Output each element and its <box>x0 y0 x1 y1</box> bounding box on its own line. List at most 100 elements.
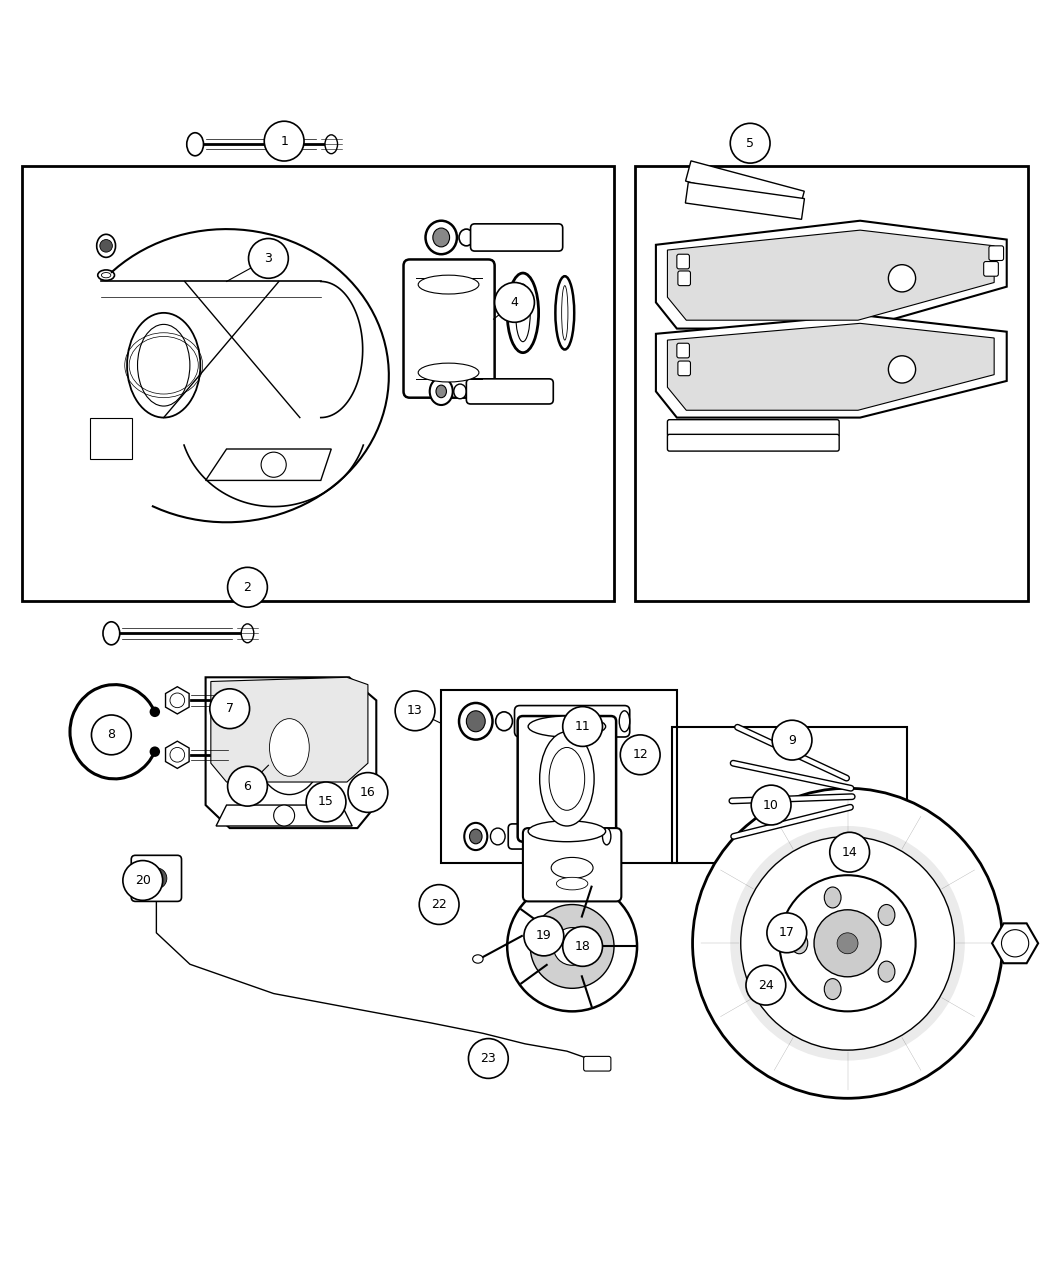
Circle shape <box>100 240 112 252</box>
Circle shape <box>779 875 916 1011</box>
Ellipse shape <box>464 822 487 850</box>
Circle shape <box>746 965 785 1005</box>
Circle shape <box>837 933 858 954</box>
Circle shape <box>123 861 163 900</box>
Ellipse shape <box>507 273 539 353</box>
Ellipse shape <box>270 719 310 776</box>
Circle shape <box>170 694 185 708</box>
Ellipse shape <box>255 700 323 794</box>
FancyBboxPatch shape <box>677 254 690 269</box>
Ellipse shape <box>459 230 474 246</box>
FancyBboxPatch shape <box>466 379 553 404</box>
Circle shape <box>249 238 289 278</box>
Ellipse shape <box>425 221 457 254</box>
Ellipse shape <box>824 979 841 1000</box>
FancyBboxPatch shape <box>518 717 616 842</box>
Bar <box>672 727 907 863</box>
Circle shape <box>395 691 435 731</box>
Ellipse shape <box>472 955 483 963</box>
FancyBboxPatch shape <box>668 435 839 451</box>
Ellipse shape <box>551 857 593 878</box>
Ellipse shape <box>496 711 512 731</box>
Circle shape <box>814 910 881 977</box>
Text: 20: 20 <box>134 873 151 887</box>
Polygon shape <box>216 805 352 826</box>
Text: 9: 9 <box>789 733 796 747</box>
Circle shape <box>1002 929 1029 958</box>
Circle shape <box>307 782 345 822</box>
Text: 13: 13 <box>407 704 423 718</box>
Ellipse shape <box>528 717 606 737</box>
Circle shape <box>766 913 806 952</box>
FancyBboxPatch shape <box>686 182 804 219</box>
Text: 5: 5 <box>747 136 754 149</box>
Circle shape <box>91 715 131 755</box>
Ellipse shape <box>791 933 807 954</box>
Circle shape <box>265 121 304 161</box>
Ellipse shape <box>549 747 585 811</box>
Ellipse shape <box>242 623 254 643</box>
Circle shape <box>888 265 916 292</box>
Circle shape <box>772 720 812 760</box>
FancyBboxPatch shape <box>584 1057 611 1071</box>
Circle shape <box>468 1039 508 1079</box>
Text: 7: 7 <box>226 703 234 715</box>
Circle shape <box>149 706 160 717</box>
Text: 10: 10 <box>763 798 779 812</box>
Ellipse shape <box>454 384 466 399</box>
Text: 8: 8 <box>107 728 116 741</box>
Circle shape <box>553 928 591 965</box>
Text: 19: 19 <box>536 929 551 942</box>
Circle shape <box>507 881 637 1011</box>
FancyBboxPatch shape <box>514 705 630 737</box>
Text: 17: 17 <box>779 927 795 940</box>
Ellipse shape <box>555 277 574 349</box>
Circle shape <box>524 915 564 956</box>
Ellipse shape <box>418 275 479 295</box>
Ellipse shape <box>556 877 588 890</box>
Polygon shape <box>211 677 368 782</box>
Circle shape <box>563 706 603 746</box>
Ellipse shape <box>603 827 611 845</box>
Circle shape <box>730 826 965 1061</box>
Ellipse shape <box>102 273 111 278</box>
Circle shape <box>149 746 160 757</box>
Circle shape <box>210 688 250 728</box>
Circle shape <box>419 885 459 924</box>
Text: 1: 1 <box>280 135 288 148</box>
FancyBboxPatch shape <box>470 224 563 251</box>
Text: 2: 2 <box>244 580 251 594</box>
Text: 6: 6 <box>244 780 251 793</box>
FancyBboxPatch shape <box>989 246 1004 260</box>
Polygon shape <box>668 230 994 320</box>
Circle shape <box>170 747 185 762</box>
Text: 11: 11 <box>574 720 590 733</box>
Bar <box>90 418 132 459</box>
Bar <box>441 690 677 863</box>
Circle shape <box>228 766 268 806</box>
Circle shape <box>274 805 295 826</box>
Polygon shape <box>206 677 376 827</box>
FancyBboxPatch shape <box>508 824 611 849</box>
FancyBboxPatch shape <box>677 343 690 358</box>
Ellipse shape <box>490 827 505 845</box>
Ellipse shape <box>528 821 606 842</box>
FancyBboxPatch shape <box>403 259 495 398</box>
FancyBboxPatch shape <box>686 161 804 212</box>
Ellipse shape <box>429 377 453 405</box>
Circle shape <box>228 567 268 607</box>
FancyBboxPatch shape <box>984 261 999 277</box>
Ellipse shape <box>97 235 116 258</box>
Ellipse shape <box>127 312 201 418</box>
Text: 18: 18 <box>574 940 590 952</box>
FancyBboxPatch shape <box>678 361 691 376</box>
Text: 16: 16 <box>360 785 376 799</box>
Circle shape <box>693 788 1003 1098</box>
Text: 4: 4 <box>510 296 519 309</box>
Ellipse shape <box>418 363 479 382</box>
Circle shape <box>563 927 603 966</box>
Ellipse shape <box>436 385 446 398</box>
Polygon shape <box>668 324 994 411</box>
Circle shape <box>261 453 287 477</box>
Ellipse shape <box>138 324 190 405</box>
